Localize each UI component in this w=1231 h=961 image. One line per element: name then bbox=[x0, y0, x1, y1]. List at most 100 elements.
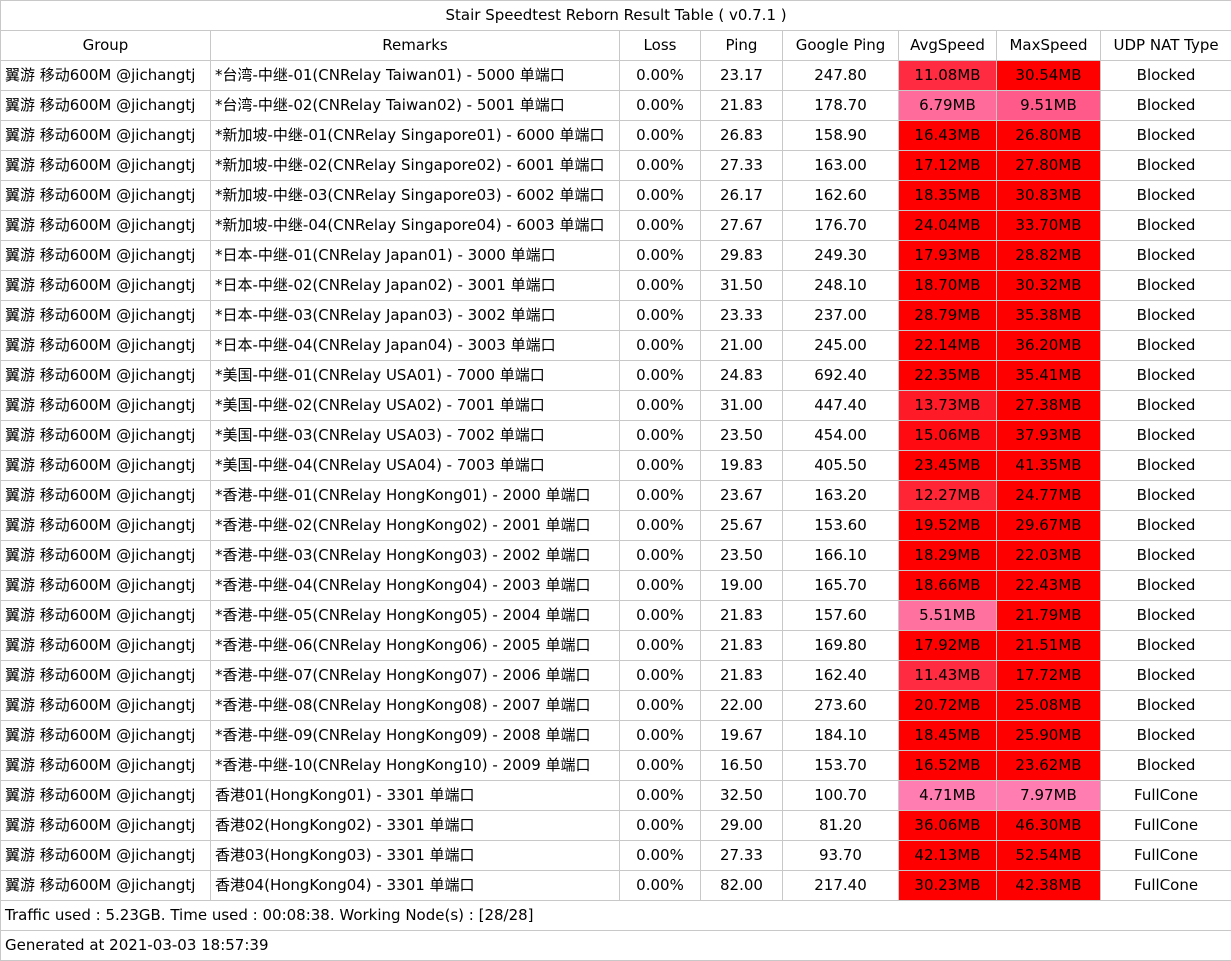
cell-max-speed: 25.90MB bbox=[997, 721, 1101, 751]
cell-google-ping: 247.80 bbox=[783, 61, 899, 91]
cell-group: 翼游 移动600M @jichangtj bbox=[1, 91, 211, 121]
traffic-summary: Traffic used : 5.23GB. Time used : 00:08… bbox=[1, 901, 1231, 931]
cell-max-speed: 35.38MB bbox=[997, 301, 1101, 331]
cell-udp-nat-type: Blocked bbox=[1101, 481, 1231, 511]
cell-ping: 22.00 bbox=[701, 691, 783, 721]
cell-ping: 23.50 bbox=[701, 541, 783, 571]
cell-udp-nat-type: Blocked bbox=[1101, 751, 1231, 781]
cell-udp-nat-type: Blocked bbox=[1101, 181, 1231, 211]
cell-avg-speed: 6.79MB bbox=[899, 91, 997, 121]
cell-udp-nat-type: Blocked bbox=[1101, 121, 1231, 151]
cell-remarks: *美国-中继-03(CNRelay USA03) - 7002 单端口 bbox=[211, 421, 620, 451]
cell-udp-nat-type: Blocked bbox=[1101, 541, 1231, 571]
cell-ping: 29.83 bbox=[701, 241, 783, 271]
cell-ping: 31.00 bbox=[701, 391, 783, 421]
cell-group: 翼游 移动600M @jichangtj bbox=[1, 811, 211, 841]
table-row: 翼游 移动600M @jichangtj*香港-中继-04(CNRelay Ho… bbox=[1, 571, 1231, 601]
cell-group: 翼游 移动600M @jichangtj bbox=[1, 121, 211, 151]
cell-google-ping: 176.70 bbox=[783, 211, 899, 241]
title-row: Stair Speedtest Reborn Result Table ( v0… bbox=[1, 1, 1231, 31]
cell-remarks: *香港-中继-05(CNRelay HongKong05) - 2004 单端口 bbox=[211, 601, 620, 631]
cell-remarks: *香港-中继-10(CNRelay HongKong10) - 2009 单端口 bbox=[211, 751, 620, 781]
cell-group: 翼游 移动600M @jichangtj bbox=[1, 841, 211, 871]
cell-loss: 0.00% bbox=[620, 871, 701, 901]
cell-udp-nat-type: FullCone bbox=[1101, 871, 1231, 901]
cell-max-speed: 37.93MB bbox=[997, 421, 1101, 451]
cell-remarks: *香港-中继-07(CNRelay HongKong07) - 2006 单端口 bbox=[211, 661, 620, 691]
cell-ping: 32.50 bbox=[701, 781, 783, 811]
cell-group: 翼游 移动600M @jichangtj bbox=[1, 631, 211, 661]
cell-avg-speed: 18.66MB bbox=[899, 571, 997, 601]
cell-udp-nat-type: Blocked bbox=[1101, 301, 1231, 331]
cell-remarks: 香港03(HongKong03) - 3301 单端口 bbox=[211, 841, 620, 871]
cell-max-speed: 42.38MB bbox=[997, 871, 1101, 901]
table-row: 翼游 移动600M @jichangtj*日本-中继-04(CNRelay Ja… bbox=[1, 331, 1231, 361]
cell-max-speed: 30.83MB bbox=[997, 181, 1101, 211]
cell-avg-speed: 12.27MB bbox=[899, 481, 997, 511]
cell-udp-nat-type: FullCone bbox=[1101, 811, 1231, 841]
cell-max-speed: 21.51MB bbox=[997, 631, 1101, 661]
cell-remarks: *新加坡-中继-01(CNRelay Singapore01) - 6000 单… bbox=[211, 121, 620, 151]
cell-google-ping: 166.10 bbox=[783, 541, 899, 571]
cell-group: 翼游 移动600M @jichangtj bbox=[1, 601, 211, 631]
cell-avg-speed: 30.23MB bbox=[899, 871, 997, 901]
cell-remarks: *香港-中继-08(CNRelay HongKong08) - 2007 单端口 bbox=[211, 691, 620, 721]
cell-google-ping: 447.40 bbox=[783, 391, 899, 421]
cell-google-ping: 273.60 bbox=[783, 691, 899, 721]
header-group: Group bbox=[1, 31, 211, 61]
cell-loss: 0.00% bbox=[620, 541, 701, 571]
cell-remarks: 香港02(HongKong02) - 3301 单端口 bbox=[211, 811, 620, 841]
cell-loss: 0.00% bbox=[620, 391, 701, 421]
cell-google-ping: 100.70 bbox=[783, 781, 899, 811]
cell-group: 翼游 移动600M @jichangtj bbox=[1, 451, 211, 481]
footer-generated-row: Generated at 2021-03-03 18:57:39 bbox=[1, 931, 1231, 961]
cell-group: 翼游 移动600M @jichangtj bbox=[1, 511, 211, 541]
cell-udp-nat-type: Blocked bbox=[1101, 151, 1231, 181]
cell-avg-speed: 28.79MB bbox=[899, 301, 997, 331]
cell-max-speed: 27.38MB bbox=[997, 391, 1101, 421]
table-row: 翼游 移动600M @jichangtj*新加坡-中继-01(CNRelay S… bbox=[1, 121, 1231, 151]
cell-udp-nat-type: Blocked bbox=[1101, 511, 1231, 541]
cell-loss: 0.00% bbox=[620, 841, 701, 871]
cell-ping: 23.33 bbox=[701, 301, 783, 331]
cell-max-speed: 25.08MB bbox=[997, 691, 1101, 721]
cell-remarks: *香港-中继-04(CNRelay HongKong04) - 2003 单端口 bbox=[211, 571, 620, 601]
cell-remarks: *日本-中继-01(CNRelay Japan01) - 3000 单端口 bbox=[211, 241, 620, 271]
cell-udp-nat-type: Blocked bbox=[1101, 451, 1231, 481]
cell-loss: 0.00% bbox=[620, 811, 701, 841]
table-row: 翼游 移动600M @jichangtj*台湾-中继-02(CNRelay Ta… bbox=[1, 91, 1231, 121]
header-loss: Loss bbox=[620, 31, 701, 61]
cell-udp-nat-type: Blocked bbox=[1101, 241, 1231, 271]
cell-avg-speed: 20.72MB bbox=[899, 691, 997, 721]
cell-google-ping: 245.00 bbox=[783, 331, 899, 361]
cell-ping: 82.00 bbox=[701, 871, 783, 901]
header-ping: Ping bbox=[701, 31, 783, 61]
header-row: Group Remarks Loss Ping Google Ping AvgS… bbox=[1, 31, 1231, 61]
cell-group: 翼游 移动600M @jichangtj bbox=[1, 751, 211, 781]
cell-remarks: *新加坡-中继-03(CNRelay Singapore03) - 6002 单… bbox=[211, 181, 620, 211]
cell-google-ping: 153.70 bbox=[783, 751, 899, 781]
cell-group: 翼游 移动600M @jichangtj bbox=[1, 331, 211, 361]
cell-udp-nat-type: Blocked bbox=[1101, 691, 1231, 721]
cell-loss: 0.00% bbox=[620, 121, 701, 151]
cell-udp-nat-type: Blocked bbox=[1101, 61, 1231, 91]
table-row: 翼游 移动600M @jichangtj*新加坡-中继-03(CNRelay S… bbox=[1, 181, 1231, 211]
cell-ping: 16.50 bbox=[701, 751, 783, 781]
cell-avg-speed: 5.51MB bbox=[899, 601, 997, 631]
cell-google-ping: 249.30 bbox=[783, 241, 899, 271]
cell-remarks: *美国-中继-04(CNRelay USA04) - 7003 单端口 bbox=[211, 451, 620, 481]
table-body: 翼游 移动600M @jichangtj*台湾-中继-01(CNRelay Ta… bbox=[1, 61, 1231, 901]
cell-loss: 0.00% bbox=[620, 181, 701, 211]
table-row: 翼游 移动600M @jichangtj*香港-中继-02(CNRelay Ho… bbox=[1, 511, 1231, 541]
header-max-speed: MaxSpeed bbox=[997, 31, 1101, 61]
cell-google-ping: 157.60 bbox=[783, 601, 899, 631]
cell-udp-nat-type: Blocked bbox=[1101, 571, 1231, 601]
cell-max-speed: 36.20MB bbox=[997, 331, 1101, 361]
cell-group: 翼游 移动600M @jichangtj bbox=[1, 481, 211, 511]
cell-loss: 0.00% bbox=[620, 241, 701, 271]
cell-remarks: 香港04(HongKong04) - 3301 单端口 bbox=[211, 871, 620, 901]
table-row: 翼游 移动600M @jichangtj*香港-中继-06(CNRelay Ho… bbox=[1, 631, 1231, 661]
cell-remarks: *台湾-中继-01(CNRelay Taiwan01) - 5000 单端口 bbox=[211, 61, 620, 91]
table-row: 翼游 移动600M @jichangtj*日本-中继-01(CNRelay Ja… bbox=[1, 241, 1231, 271]
